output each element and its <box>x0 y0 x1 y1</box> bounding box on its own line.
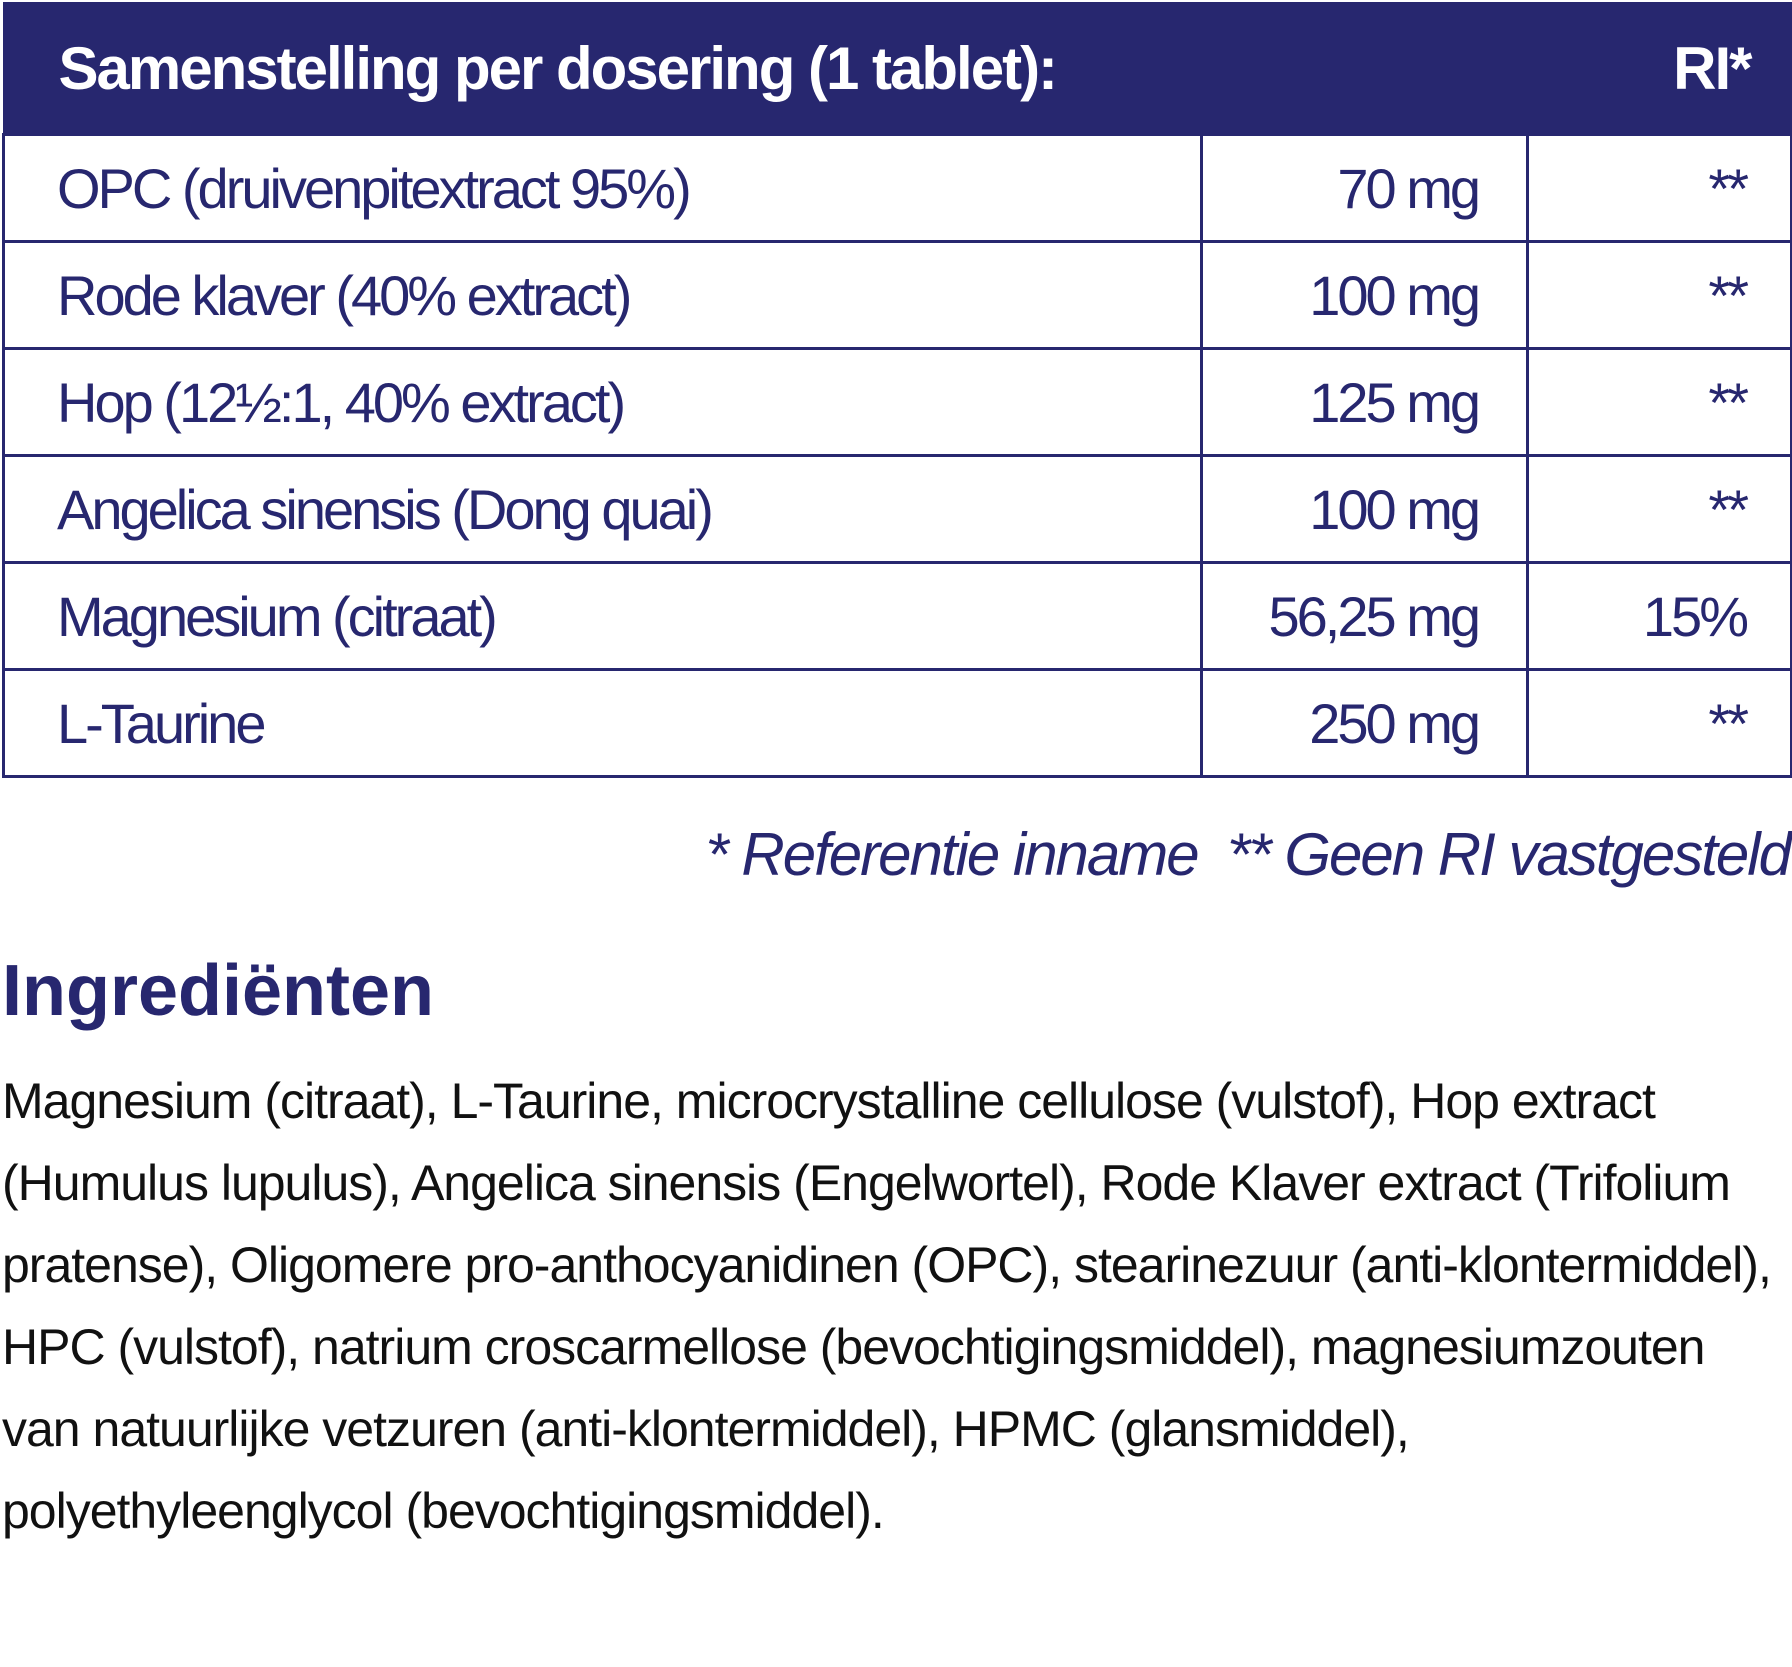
ingredient-name: Hop (12½:1, 40% extract) <box>2 347 1203 457</box>
footnote: * Referentie inname ** Geen RI vastgeste… <box>705 821 1792 888</box>
ingredient-ri: 15% <box>1526 561 1792 671</box>
ingredient-name: Rode klaver (40% extract) <box>2 240 1203 350</box>
ingredient-amount: 70 mg <box>1200 133 1529 243</box>
table-row: OPC (druivenpitextract 95%) 70 mg ** <box>2 133 1792 243</box>
ingredient-ri: ** <box>1526 133 1792 243</box>
table-row: L-Taurine 250 mg ** <box>2 668 1792 778</box>
ingredient-name: OPC (druivenpitextract 95%) <box>2 133 1203 243</box>
ingredient-amount: 125 mg <box>1200 347 1529 457</box>
header-ri: RI* <box>1526 2 1792 136</box>
ingredient-ri: ** <box>1526 240 1792 350</box>
table-row: Magnesium (citraat) 56,25 mg 15% <box>2 561 1792 671</box>
ingredients-text: Magnesium (citraat), L-Taurine, microcry… <box>2 1073 1772 1539</box>
ingredient-ri: ** <box>1526 454 1792 564</box>
ingredient-name: L-Taurine <box>2 668 1203 778</box>
table-body: OPC (druivenpitextract 95%) 70 mg ** Rode k… <box>2 133 1792 778</box>
ingredient-amount: 100 mg <box>1200 454 1529 564</box>
ingredient-ri: ** <box>1526 347 1792 457</box>
table-row: Angelica sinensis (Dong quai) 100 mg ** <box>2 454 1792 564</box>
ingredient-name: Magnesium (citraat) <box>2 561 1203 671</box>
ingredient-ri: ** <box>1526 668 1792 778</box>
ingredient-amount: 250 mg <box>1200 668 1529 778</box>
section-heading: Ingrediënten <box>2 951 435 1031</box>
ingredient-amount: 100 mg <box>1200 240 1529 350</box>
table-header: Samenstelling per dosering (1 tablet): R… <box>2 2 1792 136</box>
composition-table: Samenstelling per dosering (1 tablet): R… <box>2 2 1792 778</box>
ingredient-name: Angelica sinensis (Dong quai) <box>2 454 1203 564</box>
table-row: Hop (12½:1, 40% extract) 125 mg ** <box>2 347 1792 457</box>
table-row: Rode klaver (40% extract) 100 mg ** <box>2 240 1792 350</box>
header-title: Samenstelling per dosering (1 tablet): <box>2 2 1529 136</box>
ingredient-amount: 56,25 mg <box>1200 561 1529 671</box>
